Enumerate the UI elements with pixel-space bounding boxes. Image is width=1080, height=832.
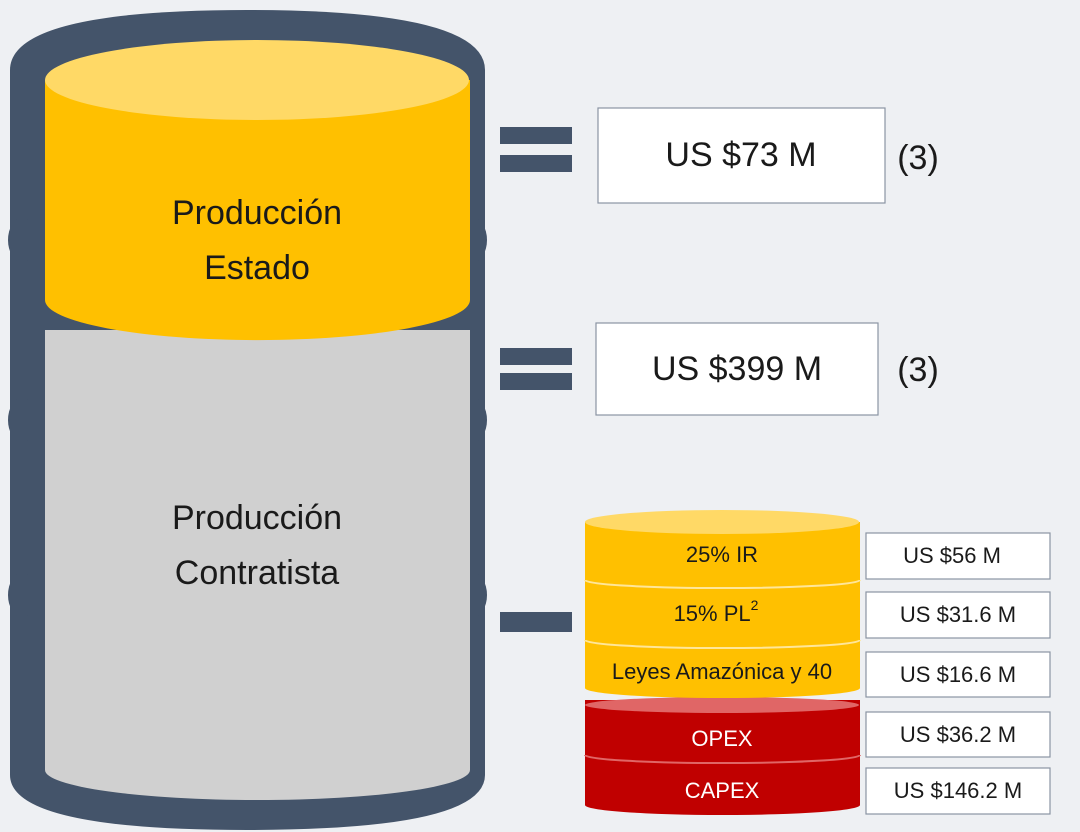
deduction-value: US $56 M: [903, 543, 1001, 568]
deduction-label: Leyes Amazónica y 40: [612, 659, 832, 684]
deduction-label: OPEX: [691, 726, 752, 751]
deduction-value: US $16.6 M: [900, 662, 1016, 687]
top-label: Producción: [172, 194, 342, 232]
deduction-label: CAPEX: [685, 778, 760, 803]
top-label: Estado: [204, 249, 310, 287]
deduction-label: 15% PL2: [674, 597, 759, 626]
result-value: US $399 M: [652, 350, 822, 388]
result-note: (3): [897, 351, 939, 389]
bottom-label: Producción: [172, 499, 342, 537]
bottom-label: Contratista: [175, 554, 339, 592]
deduction-value: US $146.2 M: [894, 778, 1022, 803]
deduction-label: 25% IR: [686, 542, 758, 567]
deduction-value: US $31.6 M: [900, 602, 1016, 627]
barrel: [8, 10, 487, 830]
result-value: US $73 M: [665, 136, 816, 174]
diagram: Producción Estado Producción Contratista…: [0, 0, 1080, 832]
operators: [500, 127, 572, 632]
deduction-value: US $36.2 M: [900, 722, 1016, 747]
result-note: (3): [897, 139, 939, 177]
